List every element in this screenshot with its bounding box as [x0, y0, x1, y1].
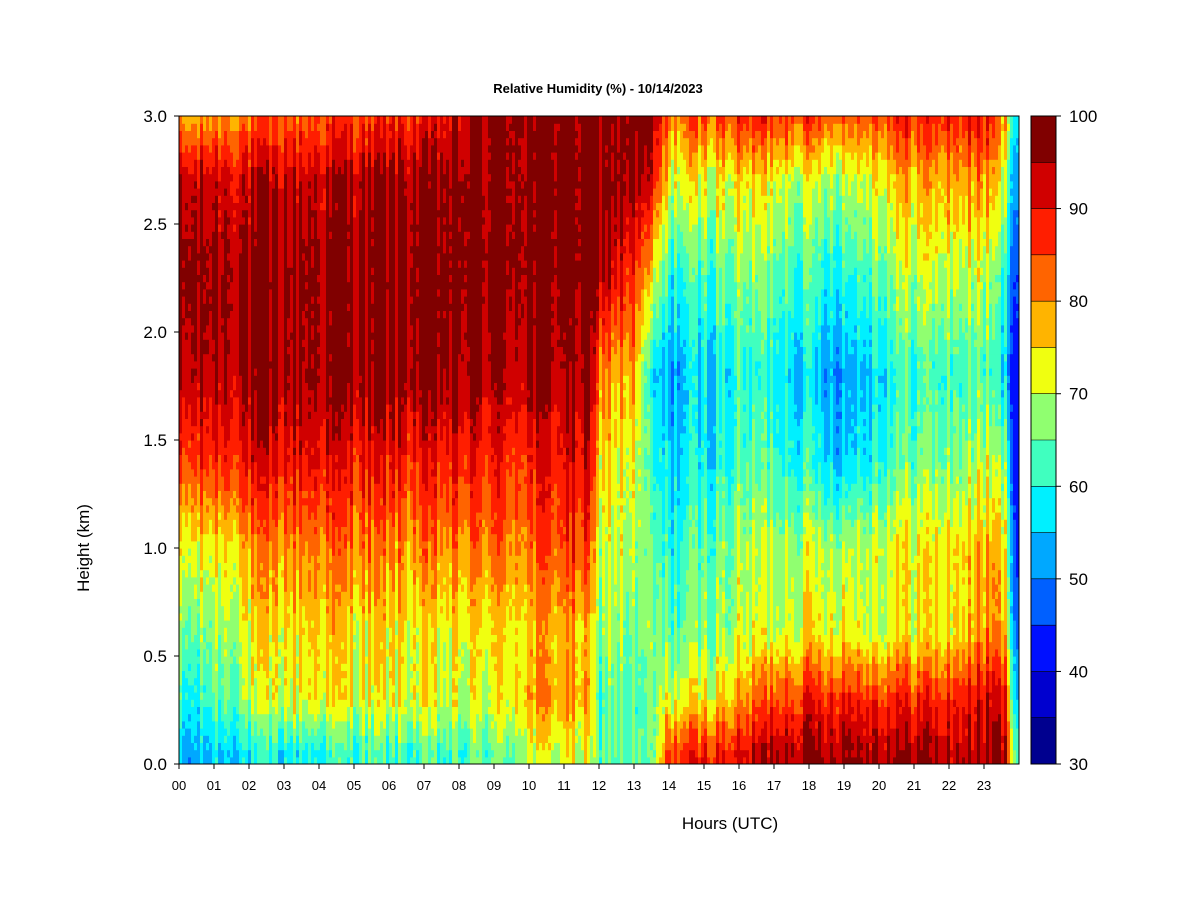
heatmap-field	[179, 116, 1020, 765]
chart-title: Relative Humidity (%) - 10/14/2023	[493, 81, 703, 96]
